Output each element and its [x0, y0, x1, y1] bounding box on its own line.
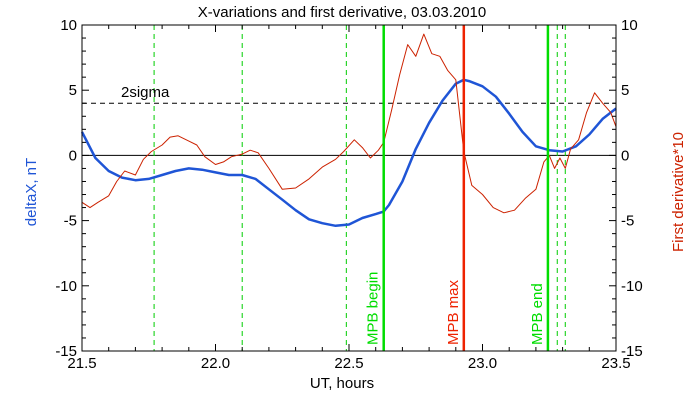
- x-tick-label: 22.0: [201, 355, 230, 372]
- grid-layer: [82, 25, 616, 351]
- y-tick-label-left: -10: [55, 278, 77, 295]
- y-tick-label-right: 10: [621, 17, 638, 34]
- deltaX-series-line: [80, 78, 617, 228]
- chart-title: X-variations and first derivative, 03.03…: [198, 4, 487, 21]
- x-tick-label: 22.5: [334, 355, 363, 372]
- y-tick-label-right: 5: [621, 82, 629, 99]
- y-tick-label-right: -10: [621, 278, 643, 295]
- x-tick-label: 23.5: [601, 355, 630, 372]
- event-label: MPB max: [445, 279, 462, 345]
- y-tick-label-left: -5: [64, 213, 77, 230]
- ticks-layer: 21.5 22.0 22.5 23.0 23.5-15 -15-10 -10-5 -50 05 5…: [55, 17, 642, 372]
- event-lines-layer: MPB begin MPB max MPB end: [365, 25, 550, 351]
- derivative-series-line: [81, 33, 617, 214]
- y-tick-label-left: 10: [60, 17, 77, 34]
- x-axis-label: UT, hours: [310, 375, 374, 392]
- x-tick-label: 23.0: [468, 355, 497, 372]
- event-label: MPB begin: [365, 272, 382, 345]
- y-tick-label-right: -15: [621, 343, 643, 360]
- y-tick-label-right: -5: [621, 213, 634, 230]
- threshold-label: 2sigma: [121, 84, 170, 101]
- event-label: MPB end: [529, 283, 546, 345]
- y-tick-label-left: -15: [55, 343, 77, 360]
- y-tick-label-left: 0: [69, 147, 77, 164]
- y-axis-label-right: First derivative*10: [670, 132, 687, 252]
- x-tick-label: 21.5: [67, 355, 96, 372]
- y-axis-label-left: deltaX, nT: [23, 158, 40, 226]
- y-tick-label-left: 5: [69, 82, 77, 99]
- series-layer: [80, 33, 617, 228]
- y-tick-label-right: 0: [621, 147, 629, 164]
